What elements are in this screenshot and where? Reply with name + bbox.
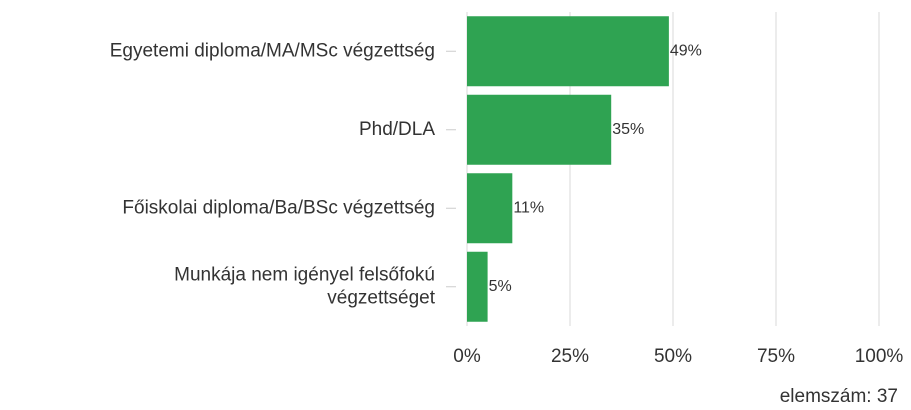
bar <box>467 16 669 87</box>
data-label: 5% <box>489 278 512 295</box>
bar <box>467 173 513 244</box>
data-label: 35% <box>612 121 644 138</box>
y-tick-label: Munkája nem igényel felsőfokú végzettsége… <box>174 264 436 308</box>
x-tick-label: 75% <box>757 346 795 367</box>
bar <box>467 251 488 322</box>
x-tick-label: 100% <box>855 346 904 367</box>
x-tick-label: 50% <box>654 346 692 367</box>
data-label: 11% <box>513 199 544 216</box>
data-label: 49% <box>670 42 702 59</box>
x-tick-label: 0% <box>453 346 481 367</box>
annotation: elemszám: 37 <box>780 386 898 407</box>
y-tick-label: Főiskolai diploma/Ba/BSc végzettség <box>122 197 435 218</box>
bar <box>467 94 612 165</box>
y-tick-label: Phd/DLA <box>359 119 435 140</box>
y-tick-label: Egyetemi diploma/MA/MSc végzettség <box>110 40 435 61</box>
x-tick-label: 25% <box>551 346 589 367</box>
